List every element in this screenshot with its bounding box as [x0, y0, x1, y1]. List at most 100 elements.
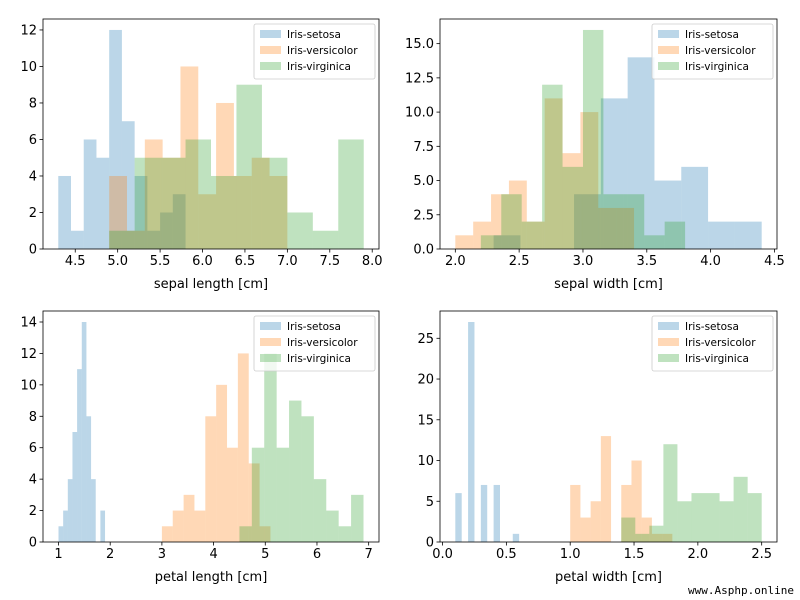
y-tick-label: 15.0: [405, 37, 434, 52]
histogram-bar: [351, 494, 364, 542]
histogram-bar: [455, 235, 474, 249]
histogram-bar: [144, 139, 163, 249]
histogram-bar: [58, 526, 64, 542]
x-axis-label: sepal width [cm]: [554, 277, 663, 292]
legend-swatch: [658, 46, 679, 54]
histogram-bar: [109, 230, 135, 249]
histogram-bar: [526, 221, 545, 249]
histogram-bar: [185, 139, 211, 249]
y-tick-label: 6: [29, 133, 37, 148]
x-tick-label: 4.0: [700, 254, 721, 269]
histogram-bar: [493, 484, 500, 542]
histogram-bar: [664, 221, 686, 249]
histogram-bar: [86, 416, 92, 542]
x-tick-label: 2.5: [509, 254, 530, 269]
legend-entry-label: Iris-virginica: [287, 353, 351, 365]
histogram-bar: [544, 98, 563, 250]
histogram-bar: [501, 194, 522, 249]
legend-swatch: [260, 62, 281, 70]
y-tick-label: 8: [29, 96, 37, 111]
watermark-text: www.Asphp.online: [688, 584, 794, 597]
legend-swatch: [658, 62, 679, 70]
histogram-bar: [590, 501, 601, 542]
y-tick-label: 5.0: [413, 174, 434, 189]
histogram-bar: [733, 476, 748, 542]
x-tick-label: 5.5: [150, 254, 171, 269]
x-tick-label: 2: [106, 547, 114, 562]
histogram-bar: [521, 221, 543, 249]
histogram-bar: [338, 139, 364, 249]
histogram-bar: [216, 384, 228, 542]
y-tick-label: 10: [20, 60, 37, 75]
legend-entry-label: Iris-versicolor: [287, 337, 358, 349]
histogram-bar: [562, 166, 583, 249]
histogram-bar: [719, 501, 734, 542]
legend-swatch: [658, 354, 679, 362]
x-tick-label: 4.5: [65, 254, 86, 269]
legend-box: [651, 23, 774, 80]
histogram-bar: [233, 175, 252, 249]
histogram-bar: [121, 121, 135, 249]
histogram-bar: [127, 230, 145, 249]
y-tick-label: 2: [29, 504, 37, 519]
histogram-bar: [491, 194, 509, 249]
histogram-bar: [63, 510, 68, 542]
histogram-bar: [81, 322, 87, 542]
histogram-bar: [623, 194, 645, 249]
histogram-bar: [96, 157, 110, 249]
x-axis-label: petal width [cm]: [555, 570, 662, 585]
x-axis-label: sepal length [cm]: [154, 277, 268, 292]
legend-entry-label: Iris-setosa: [287, 321, 341, 333]
histogram-bar: [259, 526, 271, 542]
histogram-bar: [480, 484, 488, 542]
subplot-2: 2.0 2.5 3.0 3.5 4.0 4.5 0.0 2.5 5.0 7.5 10.0 12.5 15…: [405, 18, 785, 292]
y-tick-label: 20: [417, 373, 434, 388]
y-tick-label: 0: [426, 536, 434, 551]
x-tick-label: 3: [158, 547, 166, 562]
x-tick-label: 7: [365, 547, 373, 562]
histogram-bar: [677, 501, 692, 542]
histogram-bar: [67, 479, 73, 542]
y-tick-label: 14: [20, 316, 37, 331]
y-tick-label: 4: [29, 473, 37, 488]
histogram-bar: [301, 416, 314, 542]
histogram-bar: [58, 175, 71, 249]
legend: Iris-setosa Iris-versicolor Iris-virginica: [651, 315, 774, 372]
x-tick-label: 6.5: [235, 254, 256, 269]
histogram-bar: [83, 139, 97, 249]
y-tick-label: 6: [29, 441, 37, 456]
histogram-bar: [236, 84, 262, 249]
y-tick-label: 0: [29, 536, 37, 551]
legend-box: [253, 315, 376, 372]
histogram-bar: [621, 517, 636, 542]
x-tick-label: 5.0: [107, 254, 128, 269]
histogram-bar: [473, 221, 492, 249]
x-tick-label: 0.5: [496, 547, 517, 562]
legend-box: [253, 23, 376, 80]
legend: Iris-setosa Iris-versicolor Iris-virginica: [253, 23, 376, 80]
x-tick-label: 3.5: [636, 254, 657, 269]
legend-entry-label: Iris-setosa: [685, 29, 739, 41]
histogram-bar: [631, 460, 642, 542]
histogram-bar: [562, 153, 581, 249]
legend-entry-label: Iris-versicolor: [685, 45, 756, 57]
x-tick-label: 6: [313, 547, 321, 562]
histogram-bar: [172, 194, 186, 249]
y-tick-label: 8: [29, 410, 37, 425]
histogram-bar: [635, 533, 650, 542]
histogram-bar: [480, 235, 502, 249]
histogram-bar: [508, 180, 527, 249]
subplot-4: 0.0 0.5 1.0 1.5 2.0 2.5 0 5 10 15 20 25 petal width …: [417, 310, 778, 585]
y-tick-label: 10: [20, 378, 37, 393]
x-tick-label: 5: [261, 547, 269, 562]
histogram-bar: [603, 194, 624, 249]
legend-swatch: [260, 354, 281, 362]
histogram-bar: [681, 166, 709, 249]
legend-entry-label: Iris-versicolor: [287, 45, 358, 57]
legend-swatch: [260, 30, 281, 38]
y-tick-label: 12.5: [405, 71, 434, 86]
legend-swatch: [260, 338, 281, 346]
legend-swatch: [658, 322, 679, 330]
histogram-bar: [72, 432, 78, 542]
